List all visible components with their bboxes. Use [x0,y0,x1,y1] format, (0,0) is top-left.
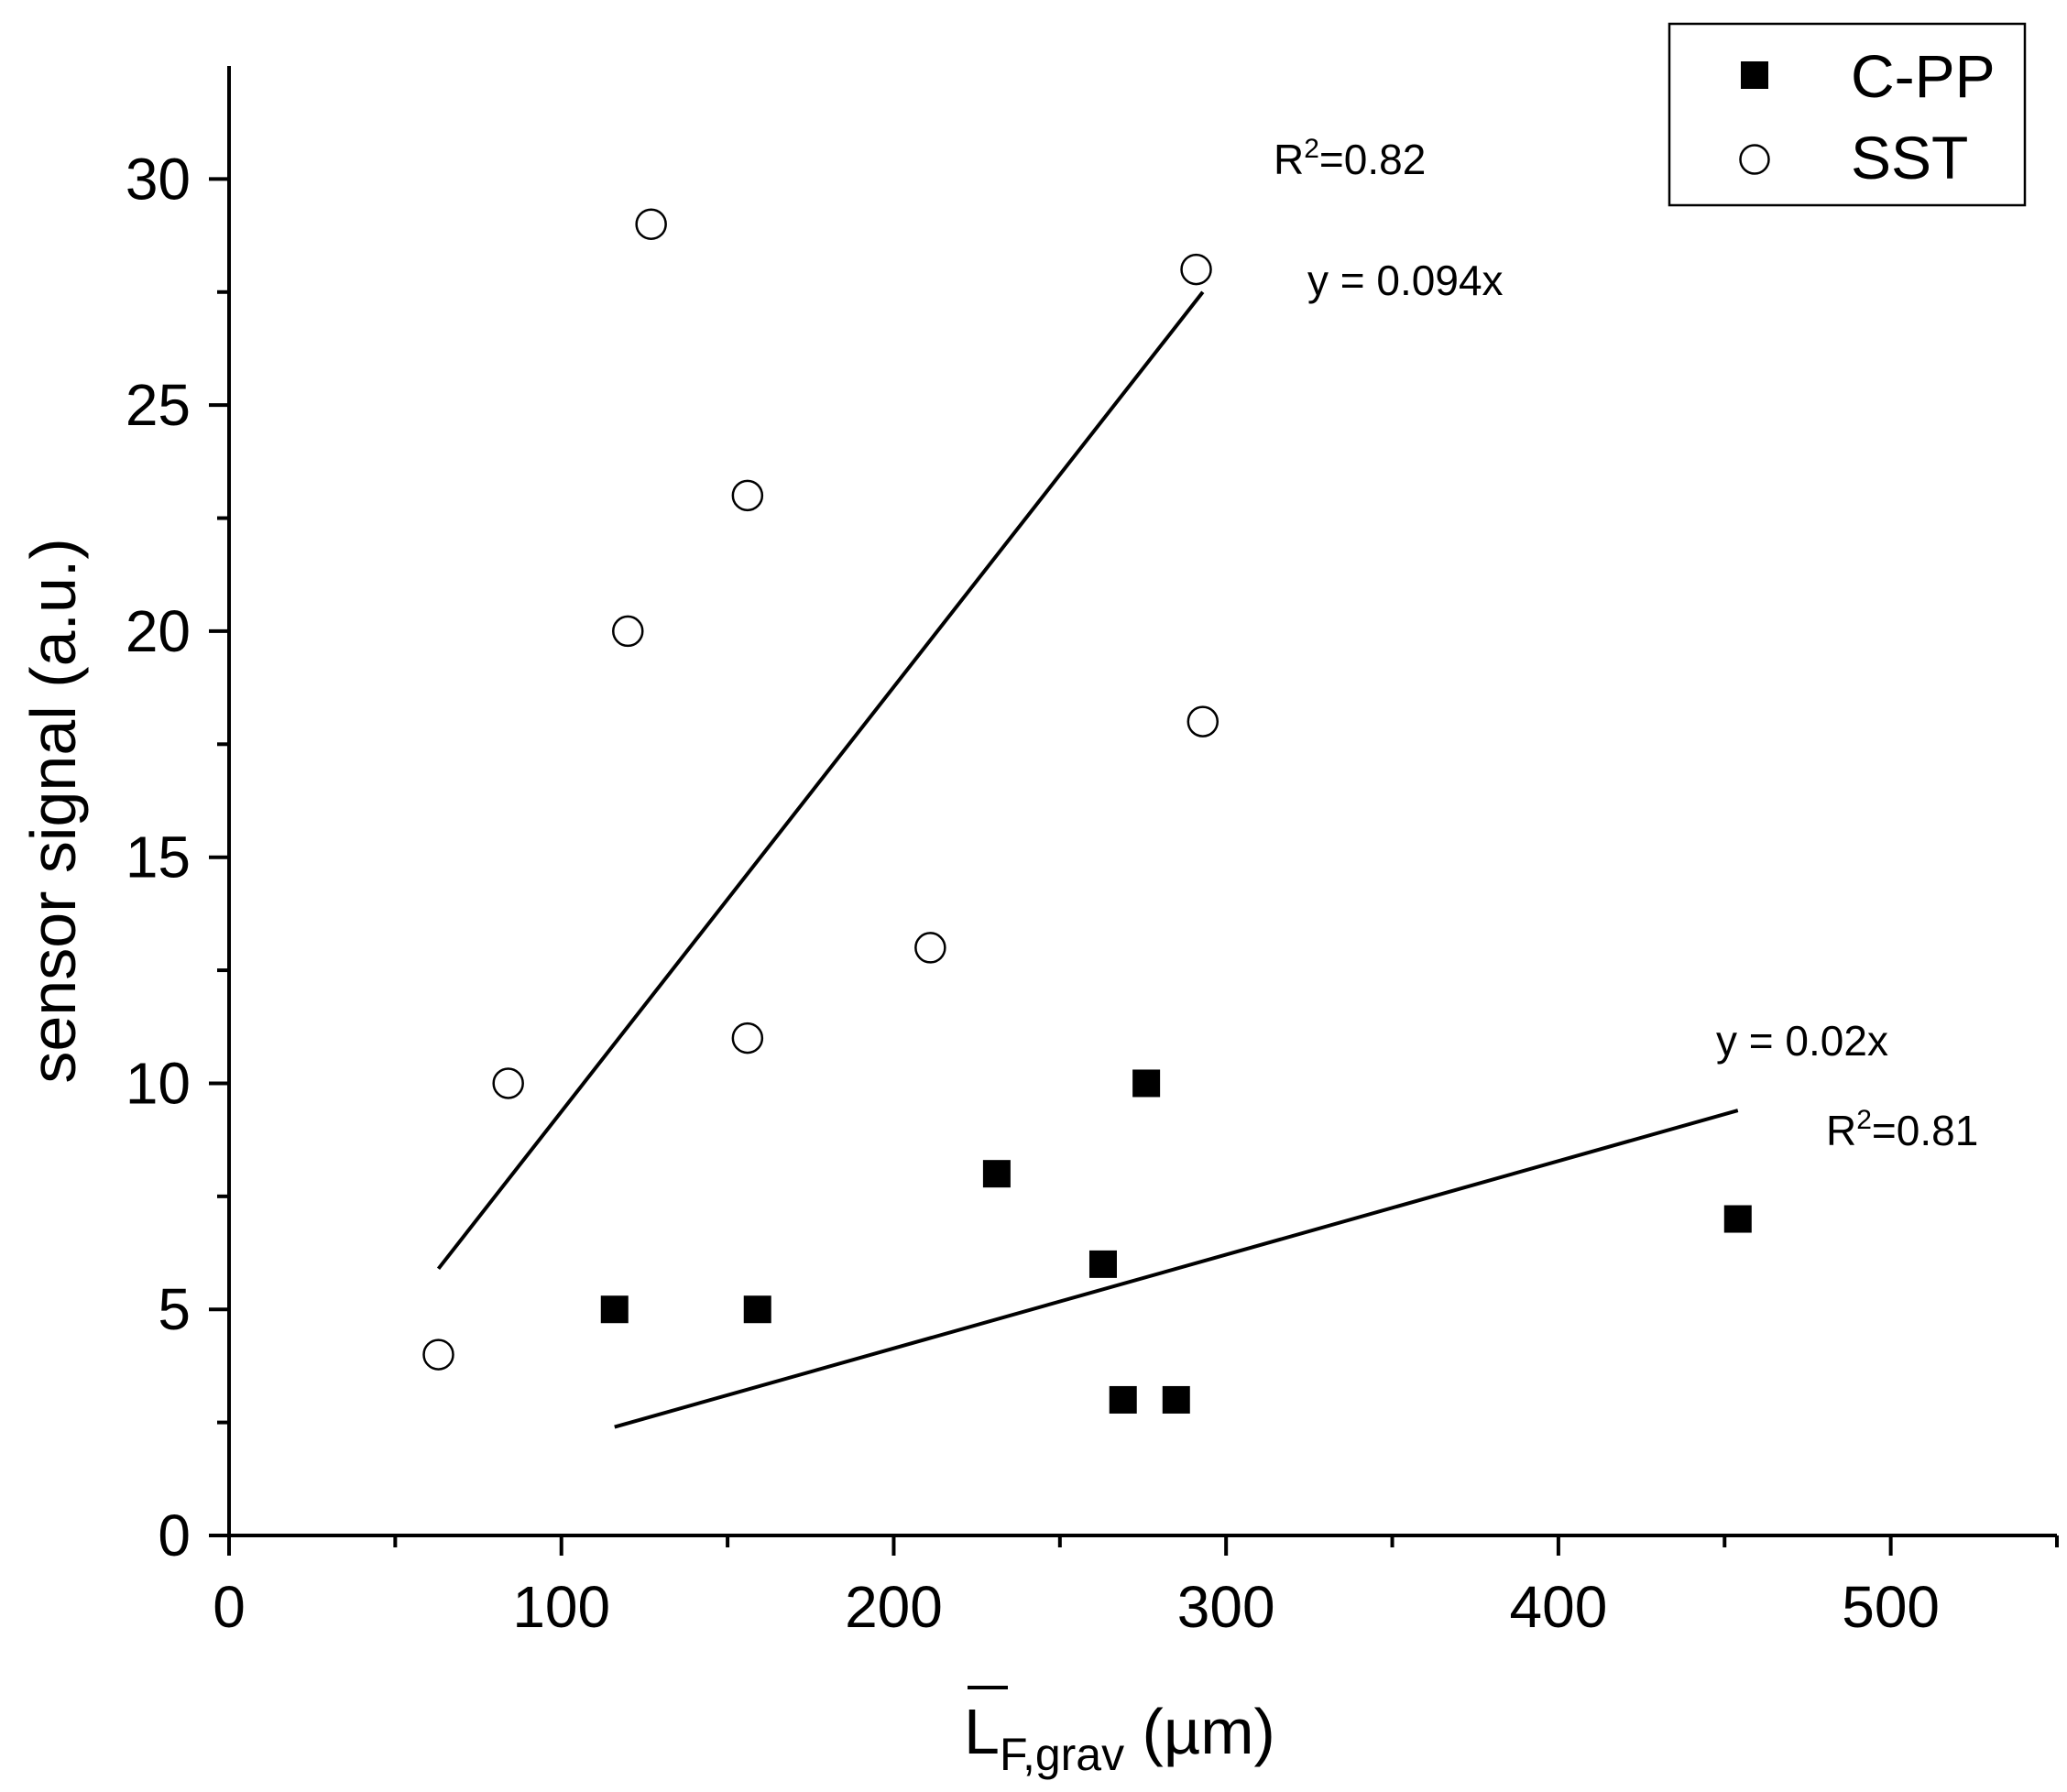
fit-line-sst [436,290,1205,1271]
point-sst [1187,705,1219,738]
cpp-fit-equation: y = 0.02x [1716,1017,1888,1065]
legend-label-sst: SST [1851,124,1968,191]
legend: C-PP SST [1668,22,2027,207]
point-sst [731,479,764,512]
axes: 0 100 200 300 400 500 0 5 10 15 20 25 30 [126,66,2059,1640]
x-tick-label: 0 [213,1574,246,1640]
data-points [422,208,1752,1414]
fit-line-c-pp [614,1109,1739,1429]
y-tick-label: 0 [158,1502,191,1568]
x-tick-label: 400 [1510,1574,1608,1640]
point-sst [422,1339,454,1371]
svg-text:LF,grav (µm): LF,grav (µm) [964,1696,1275,1780]
point-sst [492,1067,524,1099]
y-tick-label: 5 [158,1276,191,1342]
point-c-pp [600,1295,629,1324]
legend-marker-sst [1739,144,1770,175]
legend-label-cpp: C-PP [1851,42,1996,110]
sst-r2-label: R2=0.82 [1274,134,1426,183]
x-tick-label: 100 [512,1574,610,1640]
legend-marker-cpp [1741,61,1768,89]
point-sst [612,615,644,648]
y-tick-label: 25 [126,372,191,438]
y-axis-title: sensor signal (a.u.) [17,538,89,1083]
x-tick-label: 300 [1177,1574,1275,1640]
point-sst [635,208,667,240]
sst-fit-equation: y = 0.094x [1307,257,1504,304]
x-tick-label: 500 [1842,1574,1940,1640]
point-sst [1180,253,1212,286]
y-tick-label: 30 [126,146,191,212]
point-c-pp [1723,1205,1752,1233]
point-c-pp [1109,1385,1137,1414]
point-sst [914,932,946,964]
legend-box [1668,22,2027,207]
point-c-pp [1132,1069,1161,1098]
point-c-pp [1088,1250,1117,1278]
point-sst [731,1022,764,1054]
fit-lines [436,290,1739,1429]
x-tick-label: 200 [845,1574,943,1640]
x-axis-title: LF,grav (µm) [964,1686,1275,1780]
y-tick-label: 20 [126,598,191,664]
point-c-pp [1162,1385,1190,1414]
y-tick-label: 10 [126,1050,191,1116]
y-tick-label: 15 [126,825,191,891]
cpp-r2-label: R2=0.81 [1826,1105,1978,1154]
point-c-pp [982,1160,1011,1188]
point-c-pp [743,1295,771,1324]
